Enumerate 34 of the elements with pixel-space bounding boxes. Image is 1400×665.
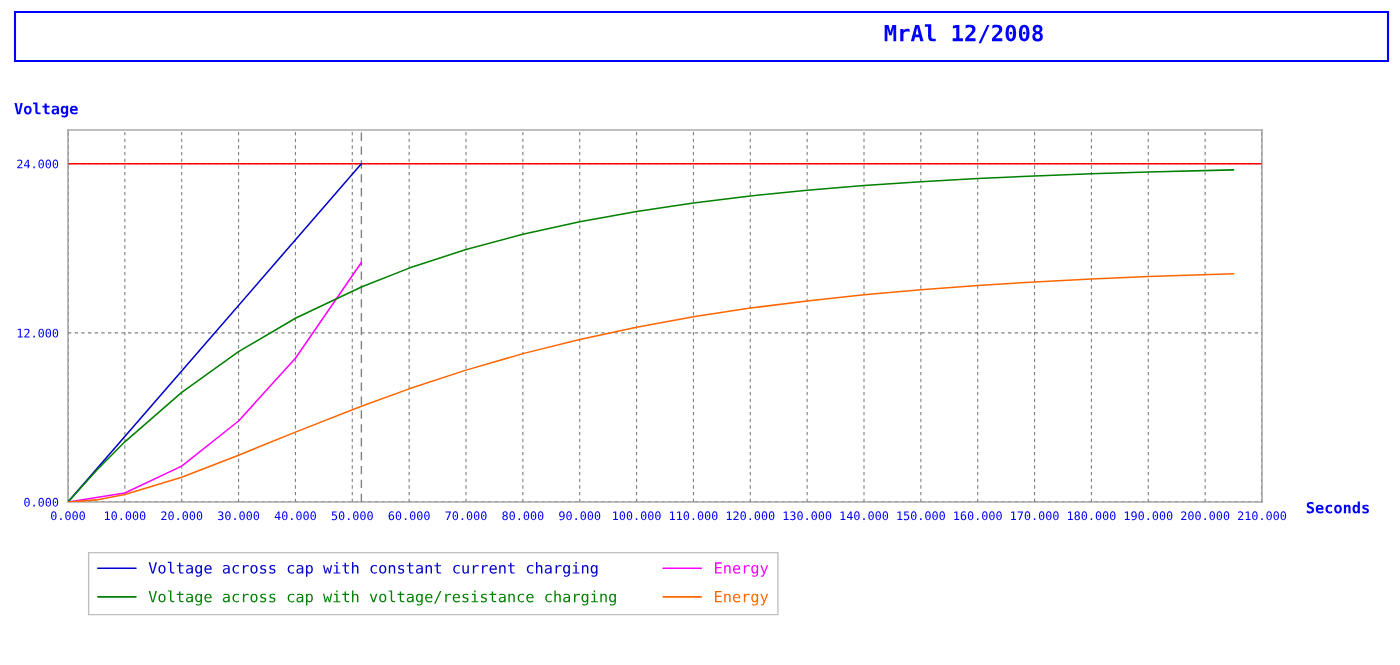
x-tick-label: 60.000 — [388, 511, 430, 521]
legend-label: Voltage across cap with constant current charging — [148, 561, 598, 577]
chart-title: MrAl 12/2008 — [884, 24, 1043, 44]
line-series — [68, 272, 1235, 502]
x-tick-label: 70.000 — [445, 511, 487, 521]
x-tick-label: 10.000 — [104, 511, 146, 521]
legend-label: Energy — [715, 591, 769, 606]
x-tick-label: 120.000 — [726, 511, 775, 521]
y-tick-label: 24.000 — [17, 159, 59, 169]
x-tick-label: 190.000 — [1124, 511, 1173, 521]
x-tick-label: 130.000 — [783, 511, 832, 521]
x-tick-label: 160.000 — [954, 511, 1002, 521]
legend-label: Energy — [715, 562, 769, 577]
line-series — [68, 169, 1235, 502]
x-tick-label: 200.000 — [1181, 511, 1230, 521]
x-tick-label: 100.000 — [613, 511, 661, 521]
x-axis-title: Seconds — [1306, 501, 1369, 514]
legend-label: Voltage across cap with voltage/resistance charging — [148, 590, 616, 606]
x-tick-label: 90.000 — [559, 511, 601, 521]
y-axis-title: Voltage — [14, 102, 78, 118]
x-tick-label: 20.000 — [161, 511, 203, 521]
x-tick-label: 30.000 — [218, 511, 260, 521]
y-tick-label: 0.000 — [24, 497, 59, 507]
x-tick-label: 80.000 — [502, 511, 544, 521]
x-tick-label: 50.000 — [331, 511, 373, 521]
x-tick-label: 110.000 — [669, 511, 718, 521]
x-tick-label: 180.000 — [1067, 511, 1116, 521]
x-tick-label: 150.000 — [897, 511, 945, 521]
x-tick-label: 0.000 — [51, 511, 85, 521]
x-tick-label: 140.000 — [840, 511, 889, 521]
y-tick-label: 12.000 — [17, 328, 59, 338]
x-tick-label: 210.000 — [1238, 511, 1287, 521]
x-tick-label: 40.000 — [274, 511, 316, 521]
x-tick-label: 170.000 — [1011, 511, 1059, 521]
